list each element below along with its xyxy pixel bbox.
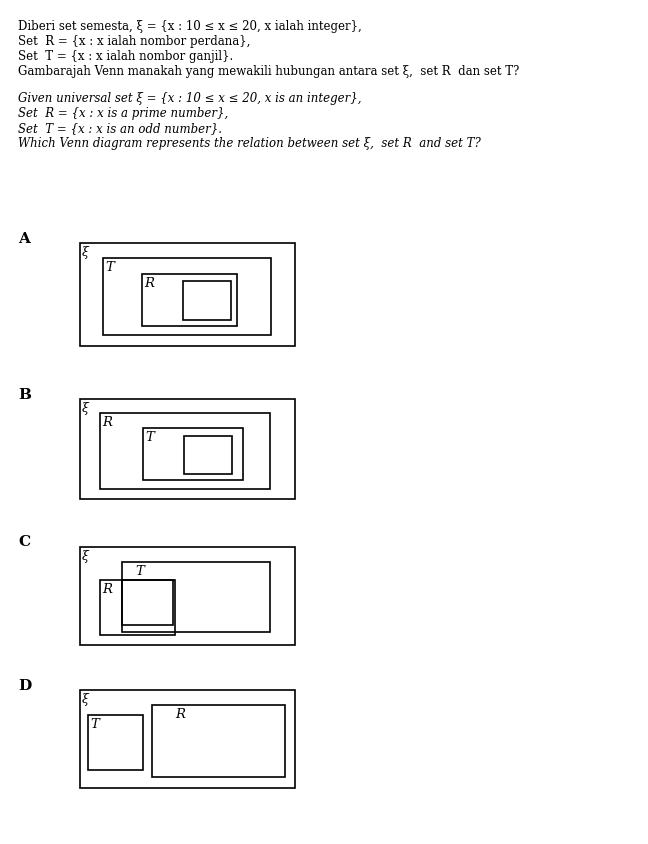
Text: T: T	[145, 431, 154, 444]
Bar	[80, 547, 295, 645]
Bar	[100, 413, 270, 489]
Bar	[152, 705, 285, 777]
Text: R: R	[175, 708, 185, 721]
Text: T: T	[90, 718, 99, 731]
Text: C: C	[18, 535, 30, 549]
Bar	[80, 243, 295, 346]
Text: R: R	[102, 583, 112, 596]
Text: Set  R = {x : x ialah nombor perdana},: Set R = {x : x ialah nombor perdana},	[18, 35, 250, 48]
Text: ξ: ξ	[82, 246, 89, 259]
Text: D: D	[18, 679, 31, 693]
Text: T: T	[135, 565, 144, 578]
Bar	[143, 428, 243, 480]
Bar	[100, 580, 175, 635]
Bar	[184, 436, 232, 474]
Text: Set  T = {x : x is an odd number}.: Set T = {x : x is an odd number}.	[18, 122, 222, 135]
Bar	[80, 399, 295, 499]
Text: Diberi set semesta, ξ = {x : 10 ≤ x ≤ 20, x ialah integer},: Diberi set semesta, ξ = {x : 10 ≤ x ≤ 20…	[18, 20, 362, 33]
Text: Given universal set ξ = {x : 10 ≤ x ≤ 20, x is an integer},: Given universal set ξ = {x : 10 ≤ x ≤ 20…	[18, 92, 362, 105]
Text: ξ: ξ	[82, 550, 89, 563]
Text: Which Venn diagram represents the relation between set ξ,  set R  and set T?: Which Venn diagram represents the relati…	[18, 137, 481, 150]
Text: A: A	[18, 232, 30, 246]
Text: ξ: ξ	[82, 402, 89, 415]
Bar	[122, 580, 173, 625]
Bar	[122, 562, 270, 632]
Text: Set  R = {x : x is a prime number},: Set R = {x : x is a prime number},	[18, 107, 228, 120]
Text: Set  T = {x : x ialah nombor ganjil}.: Set T = {x : x ialah nombor ganjil}.	[18, 50, 233, 63]
Text: T: T	[105, 261, 114, 274]
Text: Gambarajah Venn manakah yang mewakili hubungan antara set ξ,  set R  dan set T?: Gambarajah Venn manakah yang mewakili hu…	[18, 65, 520, 78]
Text: R: R	[144, 277, 154, 290]
Bar	[88, 715, 143, 770]
Bar	[103, 258, 271, 335]
Text: B: B	[18, 388, 31, 402]
Text: R: R	[102, 416, 112, 429]
Text: ξ: ξ	[82, 693, 89, 706]
Bar	[142, 274, 237, 326]
Bar	[183, 281, 231, 320]
Bar	[80, 690, 295, 788]
